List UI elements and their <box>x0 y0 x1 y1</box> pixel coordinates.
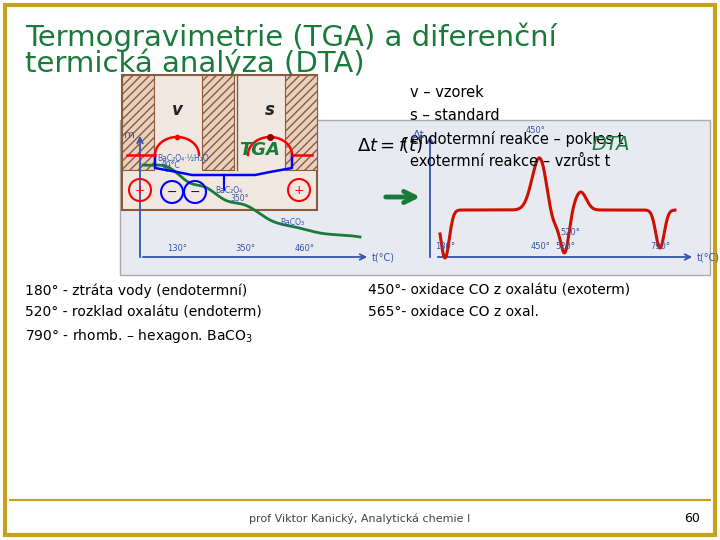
Text: 460°: 460° <box>295 244 315 253</box>
Text: 520° - rozklad oxalátu (endoterm): 520° - rozklad oxalátu (endoterm) <box>25 305 262 319</box>
Bar <box>202 75 234 170</box>
Text: BaC₂O₄·½H₂O: BaC₂O₄·½H₂O <box>157 154 209 163</box>
Text: +: + <box>294 184 305 197</box>
Text: s – standard: s – standard <box>410 108 500 123</box>
Text: s: s <box>265 101 275 119</box>
Text: TGA: TGA <box>240 141 280 159</box>
Text: v – vzorek: v – vzorek <box>410 85 484 100</box>
Text: 350°: 350° <box>230 194 248 203</box>
Text: 520°: 520° <box>560 228 580 237</box>
Text: termická analýza (DTA): termická analýza (DTA) <box>25 48 364 78</box>
Text: 520°: 520° <box>555 242 575 251</box>
Text: BaC₂O₄: BaC₂O₄ <box>215 186 242 195</box>
Text: t(°C): t(°C) <box>372 252 395 262</box>
Text: −: − <box>190 186 200 199</box>
Text: +: + <box>135 184 145 197</box>
Bar <box>120 120 710 275</box>
Text: t(°C): t(°C) <box>697 252 720 262</box>
Bar <box>122 75 317 210</box>
Text: v: v <box>171 101 182 119</box>
Text: Δt: Δt <box>413 130 425 140</box>
Text: 130°: 130° <box>167 244 187 253</box>
Text: 350°: 350° <box>235 244 255 253</box>
Text: BaCO₃: BaCO₃ <box>280 218 304 227</box>
Text: 450°: 450° <box>525 126 545 135</box>
Text: 450°: 450° <box>530 242 550 251</box>
Text: 790° - rhomb. – hexagon. BaCO$_3$: 790° - rhomb. – hexagon. BaCO$_3$ <box>25 327 253 345</box>
Text: Termogravimetrie (TGA) a diferenční: Termogravimetrie (TGA) a diferenční <box>25 22 557 51</box>
Text: prof Viktor Kanický, Analytická chemie I: prof Viktor Kanický, Analytická chemie I <box>249 512 471 523</box>
Bar <box>122 75 154 170</box>
Text: 180° - ztráta vody (endotermní): 180° - ztráta vody (endotermní) <box>25 283 247 298</box>
Text: 60: 60 <box>684 511 700 524</box>
Text: 450°- oxidace CO z oxalátu (exoterm): 450°- oxidace CO z oxalátu (exoterm) <box>368 283 630 297</box>
Text: 180°: 180° <box>435 242 455 251</box>
Text: m: m <box>124 130 135 140</box>
Text: 565°- oxidace CO z oxal.: 565°- oxidace CO z oxal. <box>368 305 539 319</box>
Text: 790°: 790° <box>650 242 670 251</box>
Text: endotermní reakce – pokles t: endotermní reakce – pokles t <box>410 131 624 147</box>
Text: $\Delta t = f\!\left(t\right)$: $\Delta t = f\!\left(t\right)$ <box>357 135 423 155</box>
Text: 80°C: 80°C <box>161 161 180 170</box>
Text: DTA: DTA <box>591 136 630 154</box>
Text: exotermní reakce – vzrůst t: exotermní reakce – vzrůst t <box>410 154 611 169</box>
Bar <box>285 75 317 170</box>
Text: −: − <box>167 186 177 199</box>
